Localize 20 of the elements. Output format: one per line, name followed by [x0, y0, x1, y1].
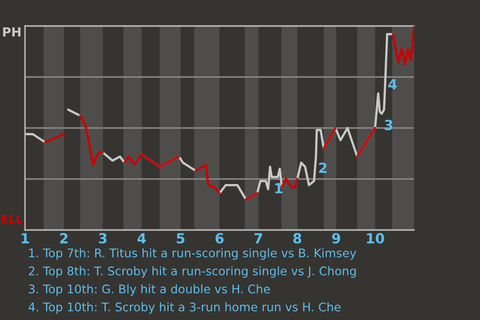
x-tick-label: 8	[293, 233, 302, 244]
text: 1. Top 7th: R. Titus hit a run-scoring single vs B. Kimsey	[29, 248, 356, 260]
annotation: 2	[319, 162, 327, 173]
annotation: 4	[388, 79, 397, 90]
x-tick-label: 2	[60, 233, 68, 244]
x-tick-label: 4	[137, 233, 146, 244]
text: 2. Top 8th: T. Scroby hit a run-scoring single vs J. Chong	[28, 266, 356, 278]
x-tick-label: 5	[176, 233, 184, 244]
x-tick-label: 10	[367, 233, 384, 244]
text: 4. Top 10th: T. Scroby hit a 3-run home run vs H. Che	[28, 302, 341, 314]
x-tick-label: 7	[254, 233, 262, 244]
text: 3. Top 10th: G. Bly hit a double vs H. Che	[28, 284, 270, 296]
annotation: 3	[384, 120, 392, 130]
text: PH	[3, 27, 20, 36]
x-tick-label: 6	[216, 233, 224, 244]
annotation: 1	[275, 183, 282, 194]
text: ELL	[2, 214, 22, 224]
x-tick-label: 9	[332, 233, 340, 244]
x-tick-label: 1	[22, 233, 29, 244]
x-tick-label: 3	[98, 233, 107, 244]
